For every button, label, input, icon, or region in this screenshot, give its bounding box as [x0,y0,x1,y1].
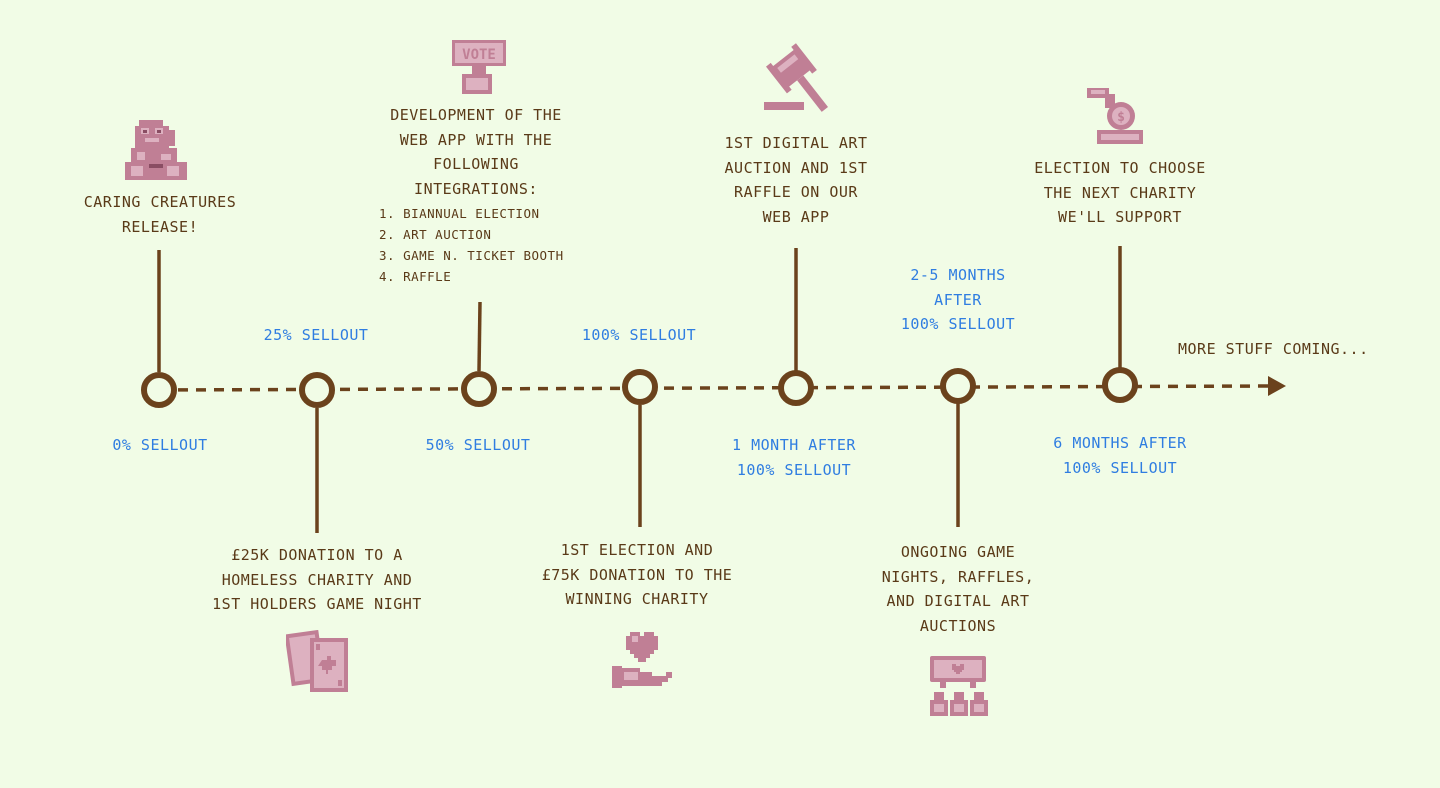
list-item: 1. BIANNUAL ELECTION [379,206,540,221]
node-2-5m [940,368,976,404]
node-0 [141,372,177,408]
pixel-creature-icon [125,120,187,180]
stage-label-50: 50% SELLOUT [425,436,531,454]
list-item: 2. ART AUCTION [379,227,492,242]
timeline-dashed-line [159,384,1269,392]
connector-50 [477,301,482,372]
auction-gavel-icon [764,43,829,112]
stage-label-6m: 6 MONTHS AFTER 100% SELLOUT [1053,434,1187,477]
svg-text:VOTE: VOTE [462,47,496,63]
event-text-0: CARING CREATURES RELEASE! [83,193,237,236]
event-text-6m: ELECTION TO CHOOSE THE NEXT CHARITY WE'L… [1034,159,1206,226]
more-stuff-label: MORE STUFF COMING... [1178,340,1369,358]
integrations-list: 1. BIANNUAL ELECTION 2. ART AUCTION 3. G… [379,203,564,287]
node-50 [461,371,497,407]
stage-label-0: 0% SELLOUT [112,436,208,454]
stage-label-100: 100% SELLOUT [581,326,697,344]
community-heart-icon [930,656,988,716]
event-text-1m: 1ST DIGITAL ART AUCTION AND 1ST RAFFLE O… [724,134,868,226]
node-1m [778,370,814,406]
stage-label-25: 25% SELLOUT [263,326,369,344]
playing-cards-icon [286,630,348,692]
event-text-2-5m: ONGOING GAME NIGHTS, RAFFLES, AND DIGITA… [881,543,1035,635]
svg-text:$: $ [1117,110,1125,125]
timeline-arrowhead [1268,376,1286,396]
event-text-25: £25K DONATION TO A HOMELESS CHARITY AND … [212,546,422,613]
list-item: 4. RAFFLE [379,269,452,284]
coin-donation-icon: $ [1087,88,1143,144]
stage-label-2-5m: 2-5 MONTHS AFTER 100% SELLOUT [900,266,1016,333]
list-item: 3. GAME N. TICKET BOOTH [379,248,564,263]
stage-label-1m: 1 MONTH AFTER 100% SELLOUT [732,436,856,479]
node-25 [299,372,335,408]
vote-sign-icon: VOTE [452,40,506,94]
event-text-100: 1ST ELECTION AND £75K DONATION TO THE WI… [541,541,733,608]
node-6m [1102,367,1138,403]
node-100 [622,369,658,405]
heart-in-hand-icon [612,632,672,688]
event-text-50: DEVELOPMENT OF THE WEB APP WITH THE FOLL… [390,106,562,198]
